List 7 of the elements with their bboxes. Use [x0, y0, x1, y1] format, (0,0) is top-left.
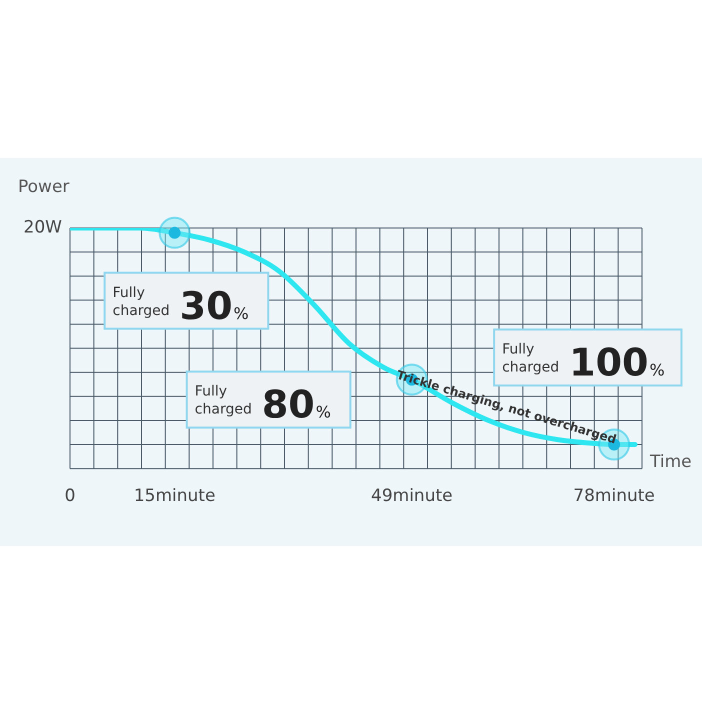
y-axis-title: Power	[18, 177, 70, 197]
x-tick-label: 49minute	[371, 486, 453, 506]
text: 20W	[24, 217, 62, 238]
x-tick-label: 15minute	[134, 486, 216, 506]
x-axis-title: Time	[649, 452, 692, 472]
x-tick-label: 0	[64, 486, 76, 506]
x-tick-label: 78minute	[573, 486, 655, 506]
